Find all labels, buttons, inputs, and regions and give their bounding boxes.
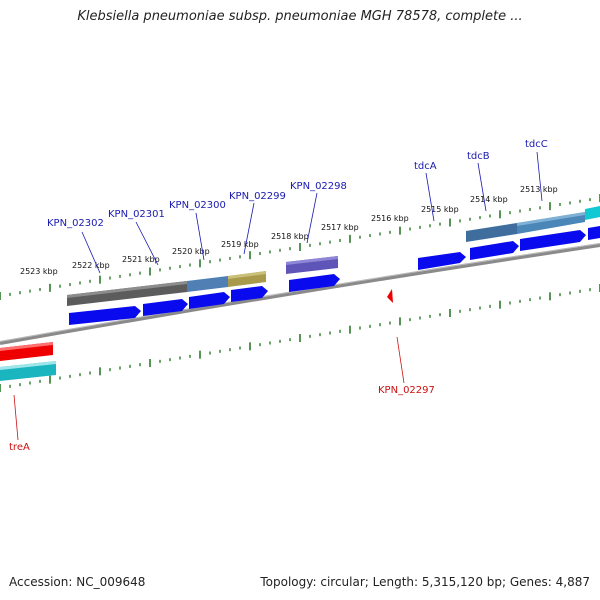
cds-arrow: [69, 306, 141, 325]
scale-label: 2519 kbp: [221, 240, 259, 249]
scale-label: 2518 kbp: [271, 232, 309, 241]
reverse-leaders: [13, 336, 405, 441]
cds-arrow: [470, 241, 519, 260]
gene-label-tdcb: tdcB: [467, 151, 490, 162]
band-red-hl: [0, 342, 53, 351]
cds-arrow: [588, 226, 600, 240]
band-steel: [187, 276, 228, 292]
scale-label: 2521 kbp: [122, 255, 160, 264]
scale-label: 2523 kbp: [20, 267, 58, 276]
gene-label-kpn-02299: KPN_02299: [229, 191, 286, 202]
scale-label: 2513 kbp: [520, 185, 558, 194]
band-purple-hl: [286, 256, 338, 265]
topology-text: Topology: circular; Length: 5,315,120 bp…: [260, 575, 590, 589]
gene-label-trea: treA: [9, 442, 30, 453]
gene-label-kpn-02300: KPN_02300: [169, 200, 226, 211]
map-title: Klebsiella pneumoniae subsp. pneumoniae …: [77, 9, 523, 24]
cds-arrow: [520, 230, 586, 251]
backbone-line: [0, 243, 600, 345]
scale-label: 2515 kbp: [421, 205, 459, 214]
cds-arrow: [231, 286, 268, 302]
reverse-tick-ruler: [0, 284, 600, 392]
cds-arrow: [143, 299, 188, 316]
band-steel3-hl: [517, 212, 585, 226]
cds-arrow: [189, 292, 230, 309]
scale-label: 2514 kbp: [470, 195, 508, 204]
cds-arrow-reverse: [387, 289, 393, 303]
band-cyan-bottom-hl: [0, 361, 56, 370]
scale-label: 2522 kbp: [72, 261, 110, 270]
reverse-gene-labels[interactable]: KPN_02297 treA: [9, 385, 435, 453]
gene-label-kpn-02298: KPN_02298: [290, 181, 347, 192]
scale-label: 2520 kbp: [172, 247, 210, 256]
cds-arrow: [289, 274, 340, 292]
scale-labels: 2523 kbp 2522 kbp 2521 kbp 2520 kbp 2519…: [20, 185, 558, 276]
forward-leaders: [81, 151, 543, 274]
gene-label-kpn-02302: KPN_02302: [47, 218, 104, 229]
scale-label: 2517 kbp: [321, 223, 359, 232]
feature-bands: [0, 206, 600, 381]
band-gray-hl: [67, 281, 187, 298]
accession-text: Accession: NC_009648: [9, 575, 146, 589]
scale-label: 2516 kbp: [371, 214, 409, 223]
cds-arrow: [418, 252, 466, 270]
forward-tick-ruler: [0, 194, 600, 300]
band-steel2: [466, 223, 517, 242]
gene-label-kpn-02301: KPN_02301: [108, 209, 165, 220]
gene-label-kpn-02297: KPN_02297: [378, 385, 435, 396]
forward-gene-labels[interactable]: KPN_02302 KPN_02301 KPN_02300 KPN_02299 …: [47, 139, 548, 229]
gene-label-tdcc: tdcC: [525, 139, 548, 150]
cds-arrows[interactable]: [69, 226, 600, 325]
gene-label-tdca: tdcA: [414, 161, 437, 172]
band-cyan-top: [585, 206, 600, 220]
band-olive-hl: [228, 271, 266, 279]
